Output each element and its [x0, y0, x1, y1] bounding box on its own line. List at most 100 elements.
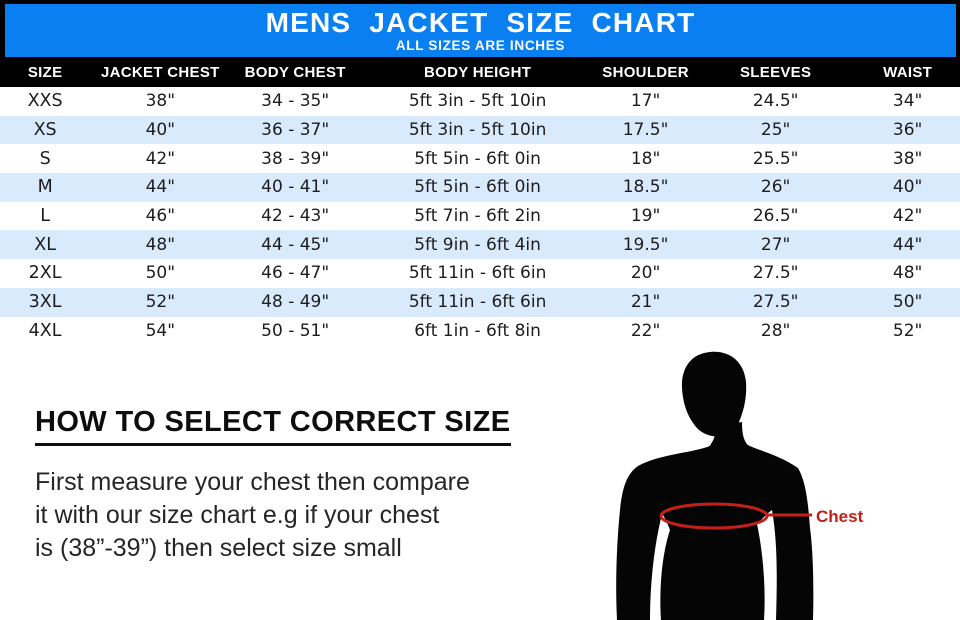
- how-to-text-line: it with our size chart e.g if your chest: [35, 501, 440, 530]
- table-cell: 27.5": [752, 263, 799, 284]
- table-row-4xl: 4XL 54" 50 - 51" 6ft 1in - 6ft 8in 22" 28" 52": [0, 316, 960, 346]
- chest-label: Chest: [816, 507, 864, 526]
- table-cell: 48": [145, 234, 176, 255]
- table-cell: 5ft 11in - 6ft 6in: [408, 263, 547, 284]
- header-cell-jacket-chest: JACKET CHEST: [101, 63, 220, 81]
- table-body: XXS 38" 34 - 35" 5ft 3in - 5ft 10in 17" 24.5"…: [0, 87, 960, 346]
- body-silhouette: Chest: [616, 351, 864, 620]
- table-cell: 48 - 49": [261, 292, 330, 313]
- table-cell: 25.5": [752, 148, 799, 169]
- table-cell: 50": [892, 292, 923, 313]
- table-cell: 40": [145, 120, 176, 141]
- table-cell: 42": [145, 148, 176, 169]
- body-silhouette-figure: Chest: [560, 350, 960, 620]
- header-cell-body-chest: BODY CHEST: [244, 63, 346, 81]
- table-cell: 36": [892, 120, 923, 141]
- table-cell: 26.5": [752, 206, 799, 227]
- table-cell: 21": [630, 292, 661, 313]
- table-cell: 24.5": [752, 91, 799, 112]
- table-cell: 5ft 11in - 6ft 6in: [408, 292, 547, 313]
- table-cell: 5ft 3in - 5ft 10in: [408, 120, 547, 141]
- table-cell: 38 - 39": [261, 148, 330, 169]
- size-table: SIZE JACKET CHEST BODY CHEST BODY HEIGHT SHO…: [0, 57, 960, 346]
- table-cell: 50 - 51": [261, 320, 330, 341]
- silhouette-torso: [616, 444, 814, 620]
- table-cell: 5ft 5in - 6ft 0in: [414, 177, 541, 198]
- table-row-xs: XS 40" 36 - 37" 5ft 3in - 5ft 10in 17.5" 25" 3…: [0, 115, 960, 145]
- table-cell: 5ft 3in - 5ft 10in: [408, 91, 547, 112]
- table-cell: 40": [892, 177, 923, 198]
- table-cell: 54": [145, 320, 176, 341]
- page-subtitle: ALL SIZES ARE INCHES: [395, 38, 566, 54]
- table-cell: 38": [892, 148, 923, 169]
- silhouette-head: [681, 351, 747, 437]
- table-cell: 42 - 43": [261, 206, 330, 227]
- header-cell-shoulder: SHOULDER: [602, 63, 689, 81]
- table-row-l: L 46" 42 - 43" 5ft 7in - 6ft 2in 19" 26.5" 42": [0, 201, 960, 231]
- how-to-text: First measure your chest then compare it…: [35, 466, 555, 565]
- header-cell-waist: WAIST: [883, 63, 933, 81]
- table-cell: 22": [630, 320, 661, 341]
- silhouette-neck: [708, 422, 751, 448]
- how-to-text-line: is (38”-39”) then select size small: [35, 534, 402, 563]
- table-cell: 18": [630, 148, 661, 169]
- silhouette-right-arm-gap: [757, 510, 777, 620]
- table-cell: 46 - 47": [261, 263, 330, 284]
- table-cell: XL: [34, 234, 56, 255]
- how-to-text-line: First measure your chest then compare: [35, 468, 470, 497]
- table-cell: 25": [760, 120, 791, 141]
- table-cell: S: [39, 148, 51, 169]
- header-cell-sleeves: SLEEVES: [740, 63, 812, 81]
- table-cell: 38": [145, 91, 176, 112]
- table-row-2xl: 2XL 50" 46 - 47" 5ft 11in - 6ft 6in 20" 27.5"…: [0, 259, 960, 288]
- table-cell: 6ft 1in - 6ft 8in: [414, 320, 541, 341]
- table-cell: 52": [892, 320, 923, 341]
- table-cell: 20": [630, 263, 661, 284]
- table-cell: 46": [145, 206, 176, 227]
- table-cell: 5ft 5in - 6ft 0in: [414, 148, 541, 169]
- table-cell: 34 - 35": [261, 91, 330, 112]
- table-cell: 36 - 37": [261, 120, 330, 141]
- table-cell: 44 - 45": [261, 234, 330, 255]
- banner-frame: MENS JACKET SIZE CHART ALL SIZES ARE INC…: [0, 0, 960, 57]
- table-cell: 19.5": [622, 234, 669, 255]
- table-cell: 5ft 9in - 6ft 4in: [414, 234, 541, 255]
- table-row-xxs: XXS 38" 34 - 35" 5ft 3in - 5ft 10in 17" 24.5"…: [0, 87, 960, 116]
- table-cell: XS: [33, 120, 57, 141]
- table-row-s: S 42" 38 - 39" 5ft 5in - 6ft 0in 18" 25.5" 38": [0, 144, 960, 174]
- table-cell: 4XL: [28, 320, 62, 341]
- table-cell: 17": [630, 91, 661, 112]
- silhouette-left-arm-gap: [650, 514, 670, 620]
- table-cell: 50": [145, 263, 176, 284]
- table-cell: 52": [145, 292, 176, 313]
- table-cell: L: [40, 206, 50, 227]
- how-to-section: HOW TO SELECT CORRECT SIZE First measure…: [35, 407, 555, 565]
- table-cell: M: [37, 177, 53, 198]
- header-cell-size: SIZE: [27, 63, 63, 81]
- table-cell: 44": [145, 177, 176, 198]
- table-cell: 2XL: [28, 263, 62, 284]
- table-cell: 40 - 41": [261, 177, 330, 198]
- table-header-row: SIZE JACKET CHEST BODY CHEST BODY HEIGHT SHO…: [0, 57, 960, 87]
- table-cell: XXS: [27, 91, 63, 112]
- header-cell-body-height: BODY HEIGHT: [423, 63, 532, 81]
- table-cell: 48": [892, 263, 923, 284]
- table-cell: 19": [630, 206, 661, 227]
- table-cell: 18.5": [622, 177, 669, 198]
- how-to-heading: HOW TO SELECT CORRECT SIZE: [35, 407, 511, 447]
- table-cell: 28": [760, 320, 791, 341]
- table-cell: 27.5": [752, 292, 799, 313]
- table-row-3xl: 3XL 52" 48 - 49" 5ft 11in - 6ft 6in 21" 27.5"…: [0, 287, 960, 317]
- table-cell: 27": [760, 234, 791, 255]
- table-cell: 34": [892, 91, 923, 112]
- table-cell: 5ft 7in - 6ft 2in: [414, 206, 541, 227]
- table-row-xl: XL 48" 44 - 45" 5ft 9in - 6ft 4in 19.5" 27" 44…: [0, 230, 960, 260]
- page-title: MENS JACKET SIZE CHART: [265, 7, 696, 39]
- table-cell: 42": [892, 206, 923, 227]
- table-row-m: M 44" 40 - 41" 5ft 5in - 6ft 0in 18.5" 26" 40": [0, 173, 960, 202]
- banner: MENS JACKET SIZE CHART ALL SIZES ARE INC…: [5, 4, 956, 57]
- table-cell: 26": [760, 177, 791, 198]
- table-cell: 3XL: [28, 292, 62, 313]
- table-cell: 44": [892, 234, 923, 255]
